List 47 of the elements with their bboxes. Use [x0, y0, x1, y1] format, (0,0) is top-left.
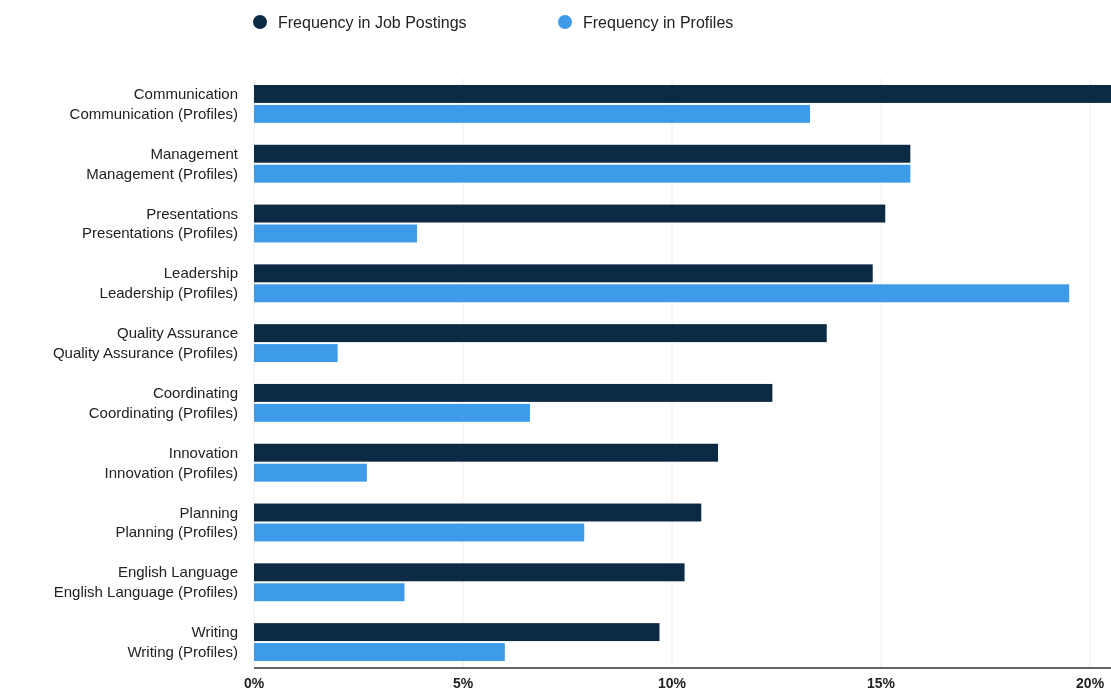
y-tick-label: Management (Profiles) — [86, 164, 238, 182]
y-tick-label: Presentations — [146, 204, 238, 222]
bar — [254, 344, 338, 363]
y-tick-label: Presentations (Profiles) — [82, 224, 238, 242]
y-tick-label: English Language — [117, 563, 238, 581]
y-tick-label: Coordinating — [152, 383, 238, 401]
y-tick-label: Coordinating (Profiles) — [88, 403, 238, 421]
x-tick-label: 15% — [867, 675, 896, 691]
bar — [254, 324, 827, 343]
y-tick-label: Management — [150, 144, 239, 162]
y-tick-label: Innovation (Profiles) — [104, 463, 238, 481]
bar — [254, 563, 685, 582]
legend-label: Frequency in Job Postings — [278, 14, 467, 31]
bar — [254, 583, 405, 602]
bar — [254, 284, 1070, 303]
bar — [254, 104, 811, 123]
y-tick-label: English Language (Profiles) — [53, 583, 238, 601]
y-tick-label: Leadership (Profiles) — [99, 284, 238, 302]
bar — [254, 523, 585, 542]
bar — [254, 383, 773, 402]
y-tick-label: Planning (Profiles) — [115, 523, 238, 541]
bar — [254, 643, 505, 662]
bar — [254, 144, 911, 163]
y-tick-label: Leadership — [163, 264, 238, 282]
y-tick-label: Quality Assurance — [117, 324, 238, 342]
bar — [254, 463, 367, 482]
x-tick-label: 10% — [658, 675, 687, 691]
x-tick-label: 0% — [243, 675, 265, 691]
bar — [254, 623, 660, 642]
x-tick-label: 20% — [1076, 675, 1105, 691]
y-tick-label: Planning — [179, 503, 238, 521]
bar — [254, 84, 1111, 103]
x-tick-label: 5% — [452, 675, 474, 691]
bar — [254, 443, 719, 462]
bar — [254, 204, 886, 223]
y-tick-label: Innovation — [168, 443, 238, 461]
y-tick-label: Writing (Profiles) — [127, 643, 238, 661]
bar — [254, 224, 418, 243]
y-tick-label: Writing — [191, 623, 238, 641]
bar — [254, 503, 702, 522]
legend-label: Frequency in Profiles — [583, 14, 734, 31]
bar — [254, 164, 911, 183]
y-tick-label: Communication (Profiles) — [69, 104, 238, 122]
y-tick-label: Quality Assurance (Profiles) — [52, 344, 238, 362]
bar — [254, 403, 530, 422]
bar — [254, 264, 873, 283]
y-tick-label: Communication — [133, 84, 238, 102]
